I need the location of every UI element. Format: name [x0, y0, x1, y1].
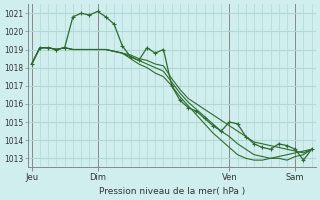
X-axis label: Pression niveau de la mer( hPa ): Pression niveau de la mer( hPa ) — [99, 187, 245, 196]
